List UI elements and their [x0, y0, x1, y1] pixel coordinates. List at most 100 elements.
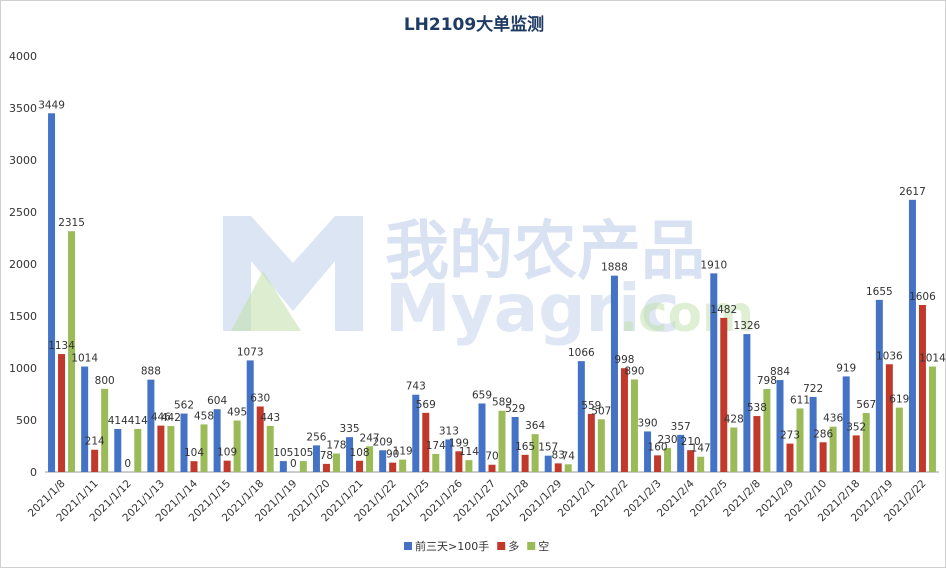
data-label: 890	[624, 365, 644, 377]
bar-long	[654, 455, 662, 472]
bar-total	[379, 450, 387, 472]
bar-short	[432, 453, 440, 472]
bar-total	[81, 366, 89, 472]
data-label: 567	[856, 399, 876, 411]
data-label: 90	[386, 449, 399, 461]
data-label: 800	[95, 375, 115, 387]
data-label: 1036	[876, 350, 903, 362]
data-label: 352	[846, 421, 866, 433]
bar-total	[875, 299, 883, 472]
bar-total	[412, 394, 420, 472]
data-label: 174	[426, 440, 446, 452]
bar-long	[720, 317, 728, 472]
data-label: 256	[306, 431, 326, 443]
data-label: 884	[770, 366, 790, 378]
data-label: 1910	[700, 259, 727, 271]
bar-long	[422, 412, 430, 472]
bar-total	[677, 434, 685, 472]
bar-short	[498, 410, 506, 472]
bar-total	[180, 413, 188, 472]
data-label: 108	[350, 447, 370, 459]
bar-short	[299, 461, 307, 472]
bar-total	[114, 428, 122, 472]
bar-long	[58, 354, 66, 472]
y-tick-label: 3500	[9, 102, 37, 115]
legend-swatch	[404, 542, 412, 550]
bar-short	[796, 408, 804, 472]
bar-long	[786, 443, 794, 472]
bar-short	[564, 464, 572, 472]
data-label: 286	[813, 428, 833, 440]
bar-total	[147, 379, 155, 472]
data-label: 443	[260, 412, 280, 424]
data-label: 998	[614, 354, 634, 366]
legend: 前三天>100手 多 空	[404, 539, 549, 553]
bar-short	[928, 366, 936, 472]
data-label: 1482	[710, 304, 737, 316]
bar-short	[664, 448, 672, 472]
bar-short	[101, 388, 109, 472]
bar-total	[279, 461, 287, 472]
bar-long	[356, 460, 364, 472]
bar-total	[710, 273, 718, 472]
data-label: 1073	[237, 346, 264, 358]
data-label: 562	[174, 400, 194, 412]
data-label: 589	[492, 397, 512, 409]
data-label: 630	[250, 392, 270, 404]
data-label: 109	[217, 447, 237, 459]
legend-label: 空	[538, 539, 549, 553]
bar-long	[488, 464, 496, 472]
data-label: 414	[108, 415, 128, 427]
bar-short	[465, 460, 473, 472]
data-label: 160	[648, 441, 668, 453]
data-label: 2315	[58, 217, 85, 229]
bar-total	[511, 416, 519, 472]
bar-short	[233, 420, 241, 472]
data-label: 119	[393, 446, 413, 458]
data-labels-group: 3449113423151014214800414041488844644256…	[38, 99, 946, 470]
data-label: 3449	[38, 99, 65, 111]
legend-swatch	[497, 542, 506, 550]
data-label: 538	[747, 402, 767, 414]
bar-short	[266, 425, 274, 472]
bar-short	[597, 419, 605, 472]
bar-long	[389, 462, 397, 472]
data-label: 335	[340, 423, 360, 435]
data-label: 210	[681, 436, 701, 448]
bar-total	[213, 409, 221, 472]
data-label: 1014	[71, 353, 98, 365]
data-label: 78	[320, 450, 333, 462]
data-label: 147	[691, 443, 711, 455]
data-label: 390	[638, 417, 658, 429]
data-label: 559	[581, 400, 601, 412]
data-label: 458	[194, 410, 214, 422]
data-label: 157	[538, 442, 558, 454]
data-label: 1066	[568, 347, 595, 359]
data-label: 247	[360, 432, 380, 444]
data-label: 178	[326, 439, 346, 451]
bar-total	[48, 113, 56, 472]
bar-total	[478, 403, 486, 472]
bar-long	[852, 435, 860, 472]
bar-total	[809, 396, 817, 472]
bar-long	[91, 449, 99, 472]
data-label: 313	[439, 425, 459, 437]
data-label: 604	[207, 395, 227, 407]
data-label: 495	[227, 407, 247, 419]
data-label: 619	[889, 394, 909, 406]
bar-total	[544, 455, 552, 472]
bar-short	[763, 389, 771, 472]
data-label: 70	[485, 451, 498, 463]
bar-short	[862, 413, 870, 472]
bar-long	[918, 304, 926, 472]
data-label: 104	[184, 447, 204, 459]
bar-short	[134, 428, 142, 472]
y-tick-label: 0	[30, 466, 37, 479]
bar-total	[610, 275, 618, 472]
bar-total	[246, 360, 254, 472]
data-label: 442	[161, 412, 181, 424]
data-label: 436	[823, 413, 843, 425]
data-label: 428	[724, 413, 744, 425]
data-label: 0	[290, 458, 297, 470]
